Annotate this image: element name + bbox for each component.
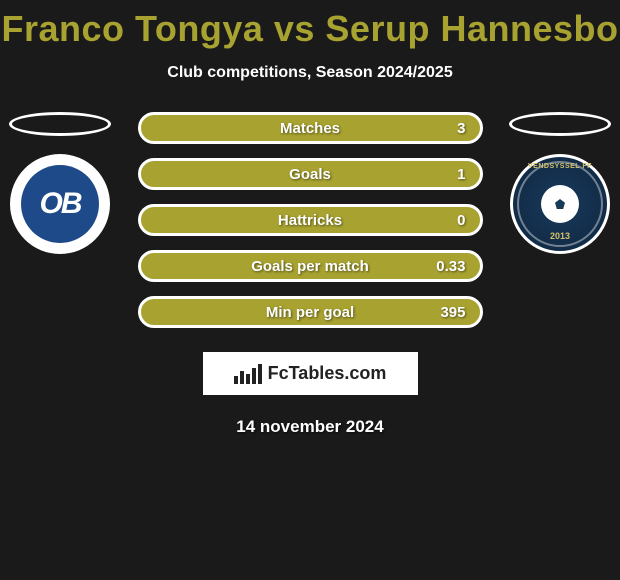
stat-value: 1	[457, 166, 465, 183]
stat-value: 3	[457, 120, 465, 137]
comparison-subtitle: Club competitions, Season 2024/2025	[0, 64, 620, 82]
stat-row-goals: Goals 1	[138, 158, 483, 190]
club-badge-right: VENDSYSSEL FF 2013	[510, 154, 610, 254]
club-badge-left: OB	[10, 154, 110, 254]
stat-label: Goals per match	[251, 258, 369, 275]
comparison-title: Franco Tongya vs Serup Hannesbo	[0, 0, 620, 50]
club-right-column: VENDSYSSEL FF 2013	[505, 112, 615, 254]
stats-list: Matches 3 Goals 1 Hattricks 0 Goals per …	[138, 112, 483, 328]
club-left-column: OB	[5, 112, 115, 254]
stat-label: Goals	[289, 166, 331, 183]
soccer-ball-icon	[541, 185, 579, 223]
player-oval-right	[509, 112, 611, 136]
stat-label: Min per goal	[266, 304, 354, 321]
stat-row-hattricks: Hattricks 0	[138, 204, 483, 236]
branding-text: FcTables.com	[268, 363, 387, 384]
stat-row-min-per-goal: Min per goal 395	[138, 296, 483, 328]
bar-chart-icon	[234, 364, 262, 384]
stat-value: 0.33	[436, 258, 465, 275]
club-right-year: 2013	[550, 231, 570, 241]
branding-box: FcTables.com	[203, 352, 418, 395]
stat-row-goals-per-match: Goals per match 0.33	[138, 250, 483, 282]
stat-label: Hattricks	[278, 212, 342, 229]
comparison-content: OB VENDSYSSEL FF 2013 Matches 3 Goals 1 …	[0, 112, 620, 437]
club-right-name: VENDSYSSEL FF	[528, 163, 592, 170]
comparison-date: 14 november 2024	[0, 417, 620, 437]
player-oval-left	[9, 112, 111, 136]
stat-value: 395	[440, 304, 465, 321]
stat-label: Matches	[280, 120, 340, 137]
club-badge-left-label: OB	[21, 165, 99, 243]
stat-row-matches: Matches 3	[138, 112, 483, 144]
stat-value: 0	[457, 212, 465, 229]
